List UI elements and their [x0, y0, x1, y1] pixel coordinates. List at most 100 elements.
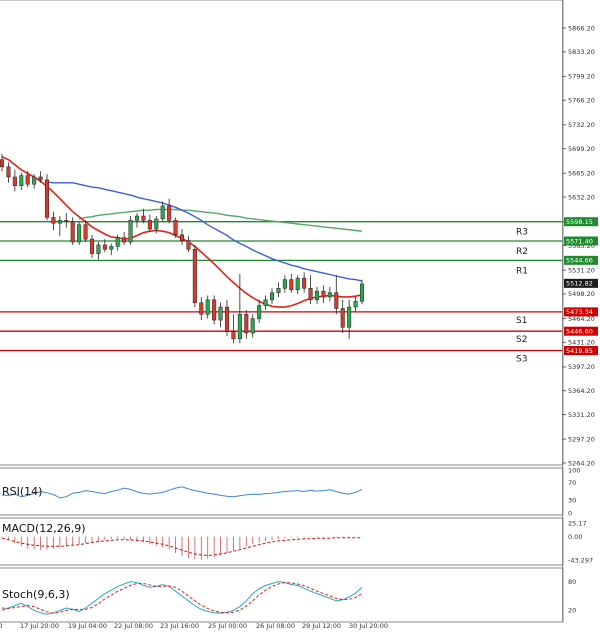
candle-up: [218, 306, 223, 321]
support-level-name: S2: [516, 335, 527, 345]
moving-average-mid-line: [46, 181, 363, 282]
candle-up: [353, 301, 358, 308]
candle-up: [276, 288, 281, 293]
price-tick-label: 5397.20: [568, 363, 595, 371]
candle-down: [102, 244, 107, 250]
price-tick-label: 5531.20: [568, 266, 595, 274]
candle-down: [192, 249, 197, 303]
x-tick-label: 19 Jul 04:00: [68, 622, 107, 630]
candle-down: [6, 166, 11, 178]
price-tick-label: 5732.20: [568, 121, 595, 129]
rsi-tick-label: 0: [568, 509, 572, 517]
price-tick-label: 5799.20: [568, 73, 595, 81]
stoch-title: Stoch(9,6,3): [2, 588, 70, 601]
candle-down: [244, 314, 249, 334]
price-tick-label: 5464.20: [568, 315, 595, 323]
candle-up: [57, 220, 62, 224]
price-tick-label: 5297.20: [568, 435, 595, 443]
x-tick-label: 29 Jul 12:00: [302, 622, 341, 630]
rsi-line: [1, 486, 363, 499]
price-tick-label: 5766.20: [568, 97, 595, 105]
macd-title: MACD(12,26,9): [2, 522, 86, 535]
price-tick-label: 5264.20: [568, 459, 595, 467]
candle-up: [134, 215, 140, 221]
candle-down: [302, 277, 307, 289]
support-level-value: 5419.85: [566, 347, 593, 355]
candle-up: [269, 292, 275, 301]
candle-down: [199, 302, 204, 315]
candle-up: [115, 237, 120, 247]
candle-down: [89, 238, 95, 254]
candle-down: [83, 224, 88, 240]
x-tick-label: 17 Jul 20:00: [20, 622, 59, 630]
candle-down: [212, 299, 217, 321]
rsi-tick-label: 100: [568, 466, 580, 474]
candle-down: [147, 220, 152, 230]
last-price-tag: [564, 278, 598, 288]
candle-up: [250, 318, 255, 334]
macd-signal-line: [1, 537, 362, 557]
candle-up: [327, 292, 332, 298]
candle-down: [25, 175, 30, 185]
resistance-level-name: R2: [516, 247, 528, 257]
x-tick-label: 22 Jul 08:00: [114, 622, 153, 630]
candle-up: [359, 283, 365, 302]
moving-average-slow-line: [78, 208, 363, 232]
candle-up: [237, 314, 242, 340]
price-tick-label: 5632.20: [568, 193, 595, 201]
support-level-tag: [564, 346, 598, 356]
candle-up: [257, 305, 262, 319]
support-level-value: 5473.34: [566, 308, 593, 316]
candle-up: [314, 290, 320, 301]
x-tick-label: 25 Jul 00:00: [208, 622, 247, 630]
price-tick-label: 5833.20: [568, 48, 595, 56]
price-tick-label: 5699.20: [568, 145, 595, 153]
rsi-title: RSI(14): [2, 485, 42, 498]
candle-up: [347, 306, 352, 328]
price-tick-label: 5431.20: [568, 339, 595, 347]
last-price-value: 5512.82: [566, 280, 593, 288]
candle-down: [231, 331, 236, 340]
candle-up: [160, 205, 165, 220]
candle-down: [122, 237, 127, 243]
candle-down: [167, 205, 172, 221]
candle-down: [173, 220, 178, 236]
candle-down: [70, 221, 75, 243]
candle-down: [289, 279, 294, 290]
candle-down: [334, 292, 339, 309]
support-level-name: S3: [516, 355, 527, 365]
price-tick-label: 5866.20: [568, 24, 595, 32]
candle-up: [205, 299, 210, 315]
stoch-tick-label: 80: [568, 578, 576, 586]
candle-down: [141, 215, 146, 221]
rsi-tick-label: 30: [568, 496, 576, 504]
candle-up: [282, 279, 287, 289]
support-level-name: S1: [516, 316, 527, 326]
support-level-value: 5446.60: [566, 327, 593, 335]
candle-down: [64, 220, 69, 223]
candle-down: [44, 179, 50, 218]
candle-down: [12, 176, 17, 186]
candle-up: [96, 244, 101, 254]
support-level-tag: [564, 326, 598, 336]
macd-tick-label: -43.297: [568, 556, 593, 564]
candle-up: [295, 277, 300, 290]
stoch-k-line: [1, 581, 363, 615]
resistance-level-name: R3: [516, 228, 528, 238]
candle-up: [263, 299, 268, 306]
candle-down: [321, 290, 326, 298]
resistance-level-tag: [564, 255, 598, 265]
candle-up: [77, 224, 82, 243]
stoch-d-line: [1, 582, 363, 614]
resistance-level-value: 5544.66: [566, 257, 593, 265]
x-tick-label: 23 Jul 16:00: [160, 622, 199, 630]
candle-down: [224, 306, 230, 332]
macd-tick-label: 0.00: [568, 533, 582, 541]
candle-down: [340, 308, 345, 328]
resistance-level-tag: [564, 217, 598, 227]
rsi-tick-label: 70: [568, 479, 576, 487]
resistance-level-name: R1: [516, 266, 528, 276]
x-tick-label: :00: [0, 622, 2, 630]
